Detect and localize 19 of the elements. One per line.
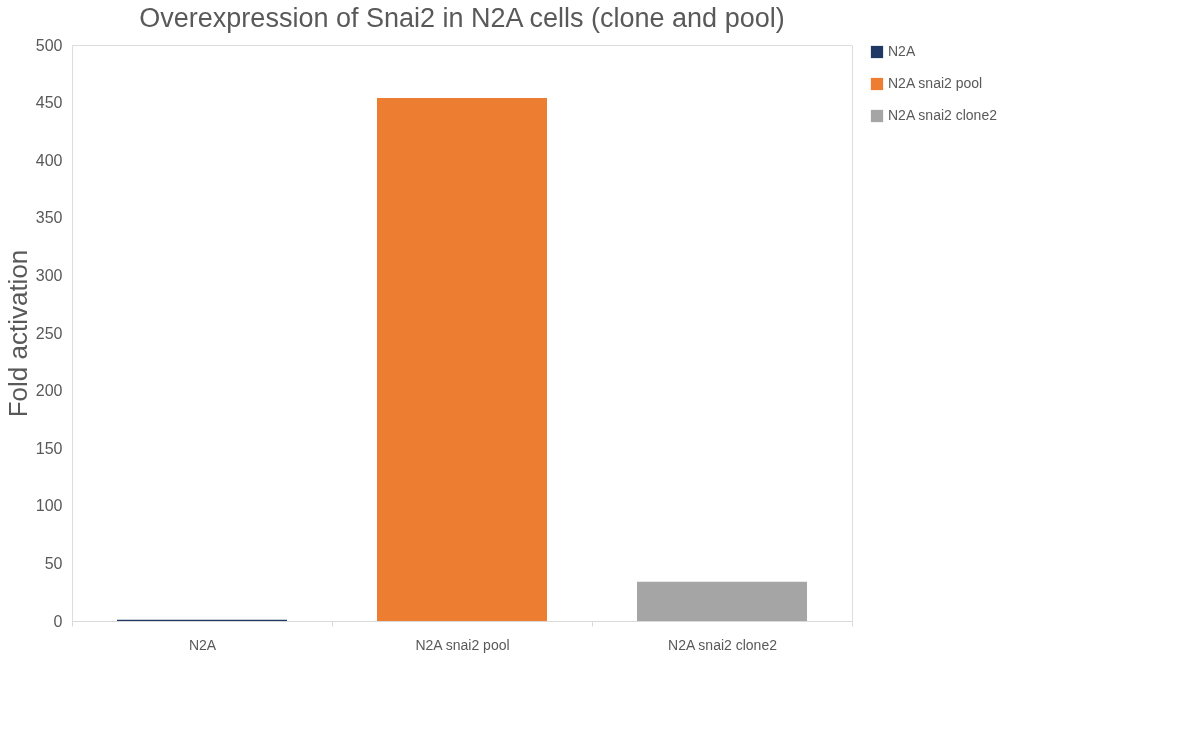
y-tick-label: 0 (53, 612, 63, 630)
y-axis-title: Fold activation (2, 249, 33, 418)
legend-label: N2A snai2 pool (888, 75, 983, 91)
y-tick-label: 200 (35, 382, 63, 400)
y-tick-label: 300 (35, 266, 63, 284)
y-tick-label: 450 (35, 94, 63, 112)
y-tick-label: 250 (35, 324, 63, 342)
y-tick-label: 100 (35, 497, 63, 515)
legend-label: N2A (888, 43, 916, 59)
x-tick-label: N2A snai2 pool (415, 636, 510, 653)
y-tick-label: 500 (35, 36, 63, 54)
y-tick-label: 150 (35, 439, 63, 457)
y-tick-label: 350 (35, 209, 63, 227)
y-tick-label: 400 (35, 151, 63, 169)
chart-title: Overexpression of Snai2 in N2A cells (clone and pool) (139, 3, 785, 33)
x-tick-label: N2A snai2 clone2 (668, 636, 778, 653)
x-tick-label: N2A (188, 636, 217, 653)
legend-label: N2A snai2 clone2 (888, 107, 998, 123)
y-tick-label: 50 (44, 554, 63, 572)
